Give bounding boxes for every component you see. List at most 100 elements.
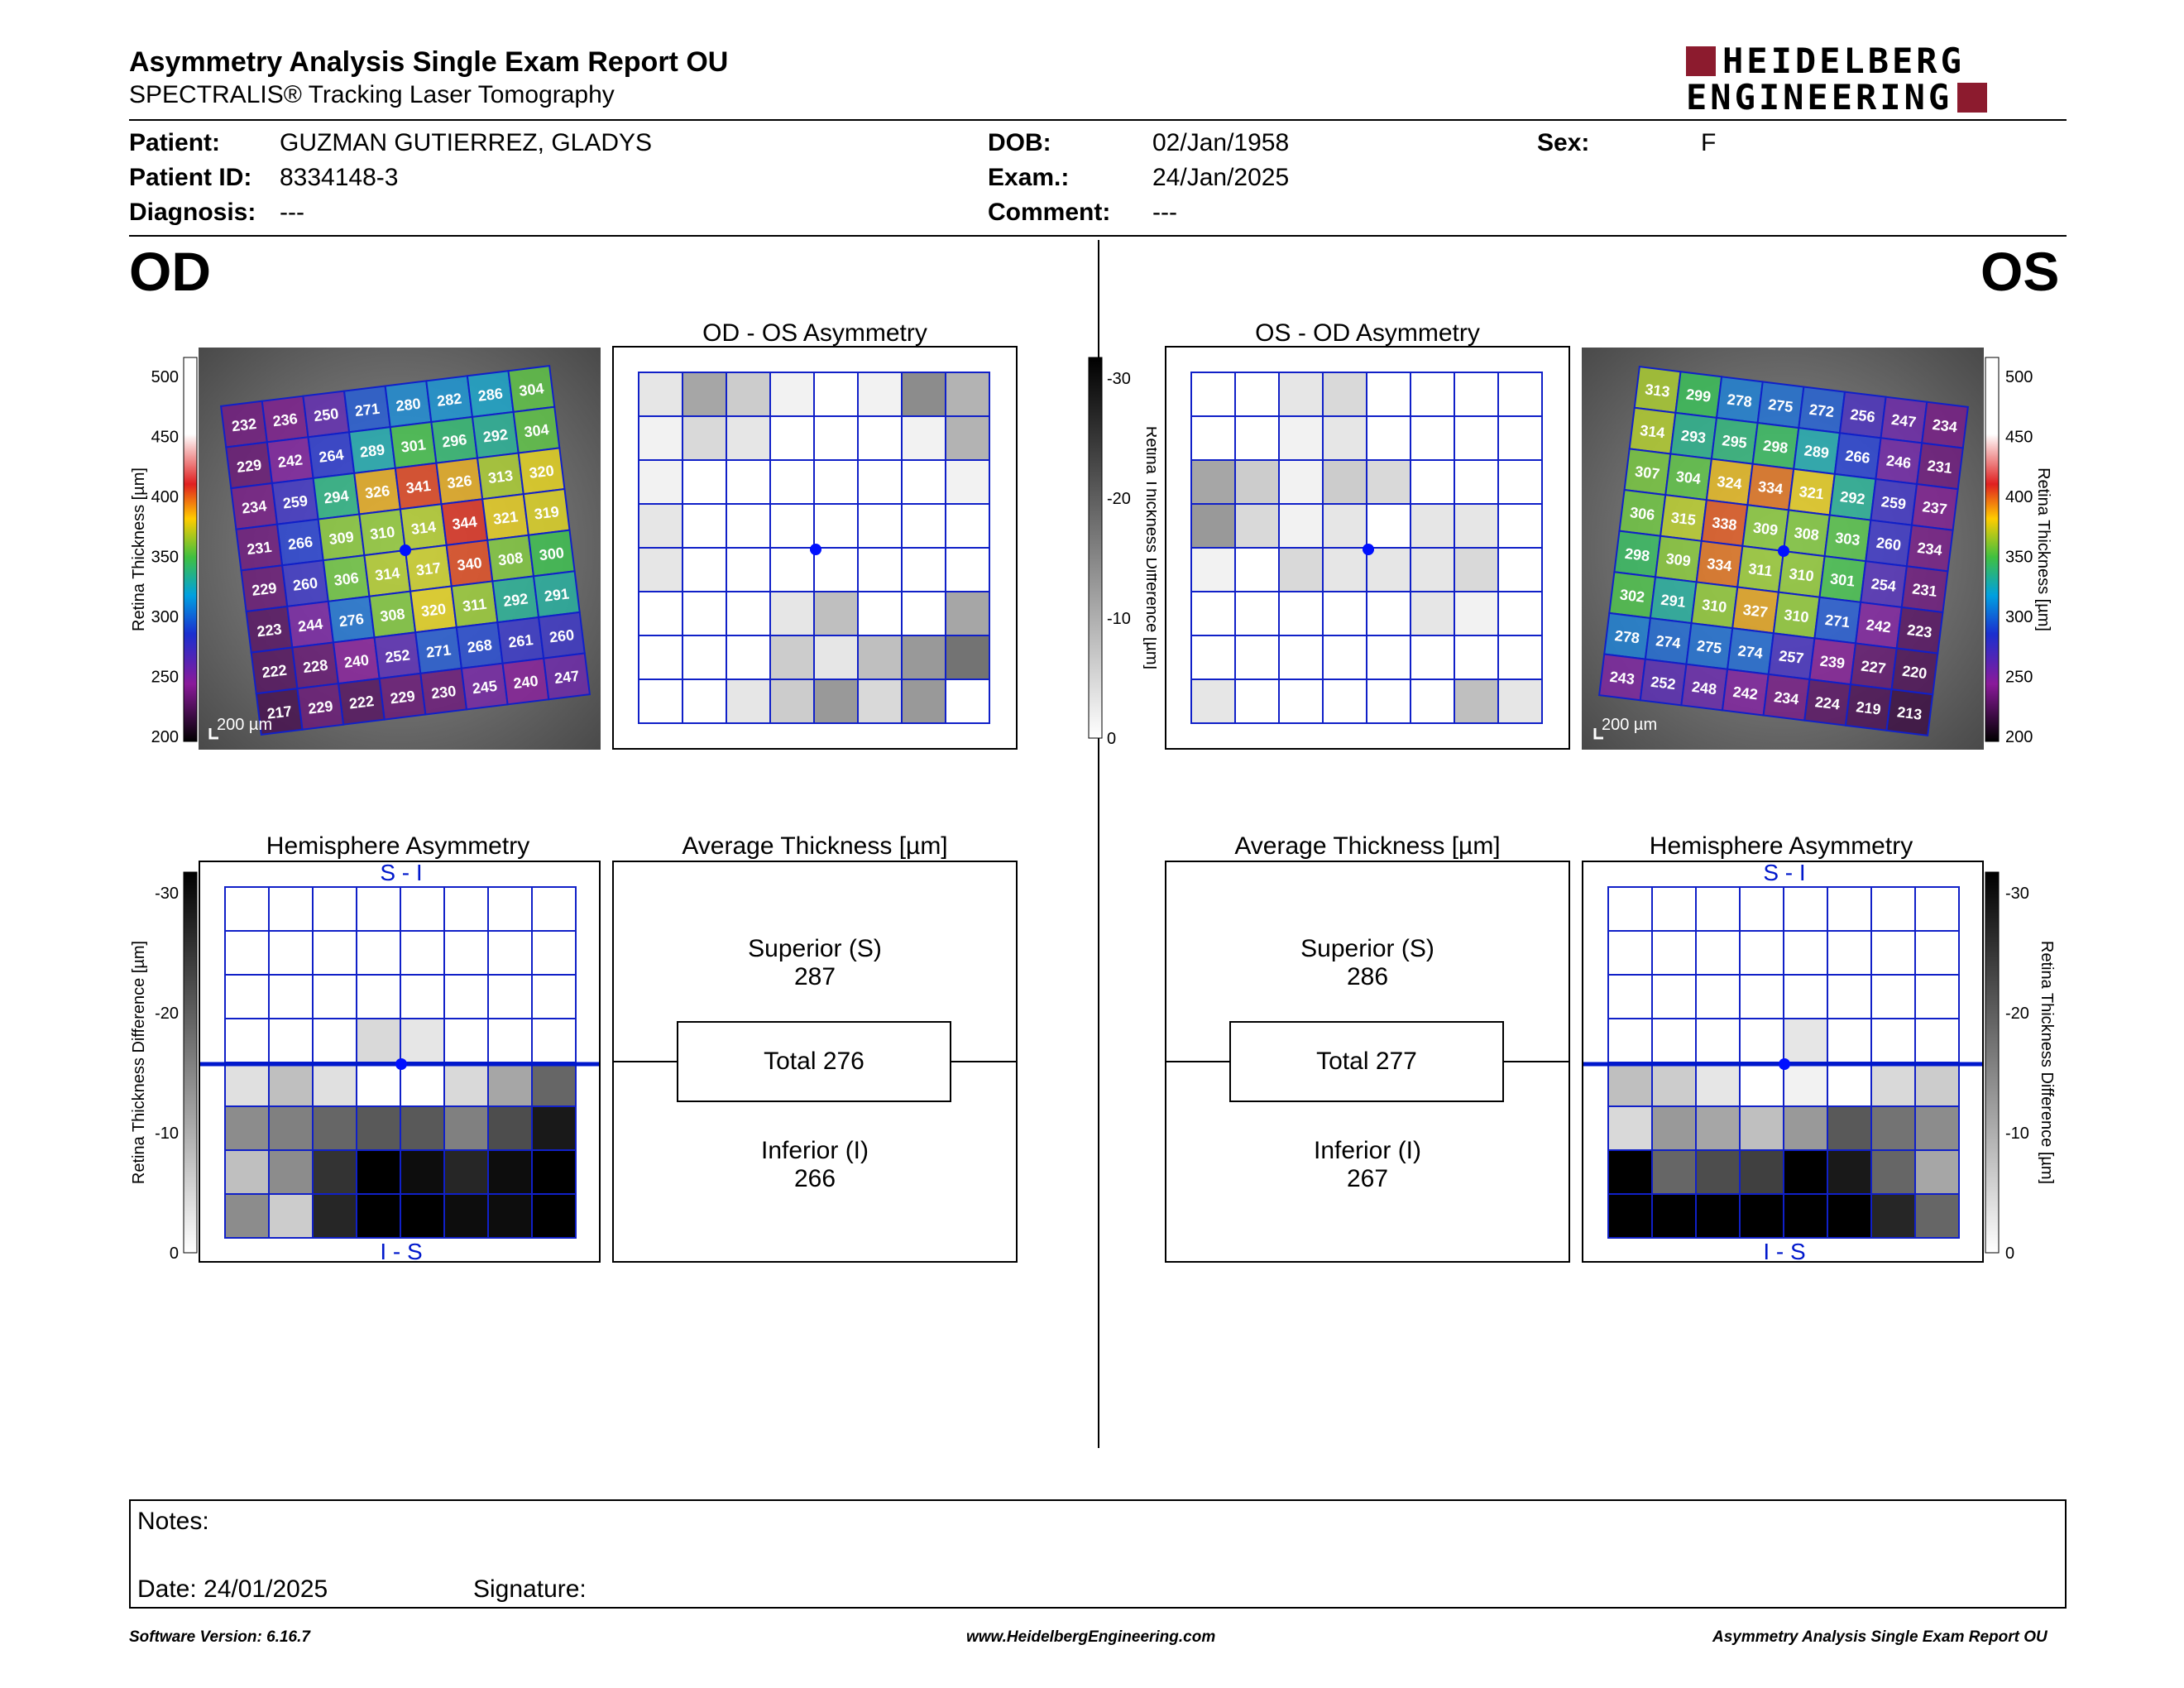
od-asym-cell (813, 591, 859, 636)
od-thickness-value: 244 (297, 616, 323, 635)
os-asym-cell (1497, 635, 1543, 680)
od-asym-cell (769, 459, 815, 505)
od-thickness-value: 296 (441, 431, 467, 451)
od-hemi-cell (224, 974, 270, 1019)
os-asym-cell (1278, 635, 1324, 680)
os-thickness-value: 315 (1670, 509, 1697, 529)
os-thickness-value: 275 (1696, 637, 1722, 657)
od-asym-cell (769, 415, 815, 461)
os-asym-cell (1322, 679, 1367, 724)
os-thickness-value: 242 (1866, 616, 1892, 636)
os-asym-cell (1234, 547, 1280, 592)
od-scale-bar-icon (208, 728, 218, 740)
od-asym-cell (769, 372, 815, 417)
os-hemi-cell (1739, 974, 1784, 1019)
od-hemi-colorbar (183, 871, 198, 1254)
os-hemi-cell (1870, 886, 1916, 932)
od-inferior-value: 266 (793, 1165, 836, 1192)
os-asym-cell (1497, 415, 1543, 461)
od-asym-cell (682, 679, 727, 724)
os-scale-bar-icon (1593, 728, 1603, 740)
sex-value: F (1701, 129, 1717, 156)
od-asym-cell (945, 372, 990, 417)
os-asym-cell (1410, 679, 1455, 724)
os-asym-cell (1322, 591, 1367, 636)
od-hemi-cell (312, 1149, 357, 1195)
od-thickness-value: 289 (359, 441, 386, 461)
os-thickness-value: 310 (1701, 597, 1727, 616)
od-hemi-cell (312, 930, 357, 976)
od-asym-cell (769, 547, 815, 592)
tick-label: 200 (151, 728, 179, 746)
od-thickness-value: 301 (400, 436, 427, 456)
tick-label: 500 (151, 368, 179, 386)
od-hemi-top-label: S - I (380, 862, 422, 885)
os-asym-cell (1322, 547, 1367, 592)
os-hemi-cell (1651, 930, 1697, 976)
od-thickness-value: 232 (231, 415, 257, 435)
od-hemi-cell (312, 886, 357, 932)
os-asym-cell (1410, 591, 1455, 636)
os-hemi-cell (1695, 974, 1741, 1019)
os-asym-cell (1190, 503, 1236, 549)
notes-box[interactable]: Notes: Date: 24/01/2025 Signature: (129, 1499, 2067, 1609)
os-eye-label: OS (1980, 241, 2060, 302)
od-asym-cell (901, 591, 946, 636)
od-hemi-cell (268, 1193, 314, 1239)
od-hemi-cell (268, 974, 314, 1019)
center-diff-scale: -30 -20 -10 0 Retina Thickness Difference [… (1088, 357, 1157, 748)
od-thickness-value: 271 (425, 641, 452, 661)
os-asym-cell (1278, 591, 1324, 636)
os-hemi-cell (1783, 1193, 1828, 1239)
os-thickness-value: 291 (1660, 591, 1687, 611)
os-hemi-cell (1914, 974, 1960, 1019)
os-asym-cell (1454, 372, 1499, 417)
od-asym-cell (726, 372, 771, 417)
report-title: Asymmetry Analysis Single Exam Report OU (129, 46, 729, 78)
od-hemi-cell (531, 974, 577, 1019)
od-asym-cell (857, 547, 903, 592)
os-asym-cell (1190, 372, 1236, 417)
od-asym-cell (813, 503, 859, 549)
os-hemi-grid: S - I I - S (1583, 860, 1982, 1264)
os-thickness-value: 231 (1911, 580, 1937, 600)
os-asym-cell (1322, 459, 1367, 505)
logo-square-icon (1957, 83, 1988, 113)
os-asym-cell (1234, 415, 1280, 461)
od-thickness-value: 314 (374, 564, 400, 584)
tick-label: 250 (151, 669, 179, 687)
od-hemi-cell (443, 886, 489, 932)
tick-label: 0 (1107, 730, 1116, 748)
od-hemi-cell (443, 1193, 489, 1239)
od-thickness-value: 294 (323, 487, 349, 507)
comment-value: --- (1152, 199, 1177, 226)
od-asym-cell (945, 459, 990, 505)
od-hemi-panel: S - I I - S (199, 860, 601, 1264)
os-thickness-value: 227 (1861, 658, 1887, 678)
od-hemi-cell (312, 1105, 357, 1151)
od-thickness-value: 222 (348, 693, 375, 712)
od-thickness-value: 260 (292, 574, 318, 594)
os-thickness-value: 246 (1885, 452, 1912, 472)
od-hemi-diff-scale: -30 -20 -10 0 Retina Thickness Difference [… (130, 871, 198, 1263)
footer-website[interactable]: www.HeidelbergEngineering.com (966, 1628, 1216, 1646)
heidelberg-logo: HEIDELBERG ENGINEERING (1686, 44, 2067, 117)
od-hemi-cell (312, 974, 357, 1019)
patient-id-value: 8334148-3 (280, 164, 399, 191)
os-asym-cell (1190, 635, 1236, 680)
os-hemi-cell (1914, 930, 1960, 976)
os-superior-value: 286 (1346, 963, 1389, 990)
os-thickness-value: 274 (1737, 642, 1764, 662)
od-hemi-cell (487, 930, 533, 976)
od-thickness-value: 309 (328, 529, 355, 549)
od-asym-cell (813, 635, 859, 680)
od-fovea-marker (400, 544, 411, 556)
os-asym-cell (1497, 372, 1543, 417)
od-hemi-cell (531, 1105, 577, 1151)
od-hemi-cell (224, 1105, 270, 1151)
os-asym-cell (1278, 679, 1324, 724)
od-asym-cell (682, 635, 727, 680)
os-hemi-cell (1651, 1193, 1697, 1239)
logo-text-bottom: ENGINEERING (1686, 77, 1953, 117)
od-thickness-value: 317 (415, 559, 442, 579)
